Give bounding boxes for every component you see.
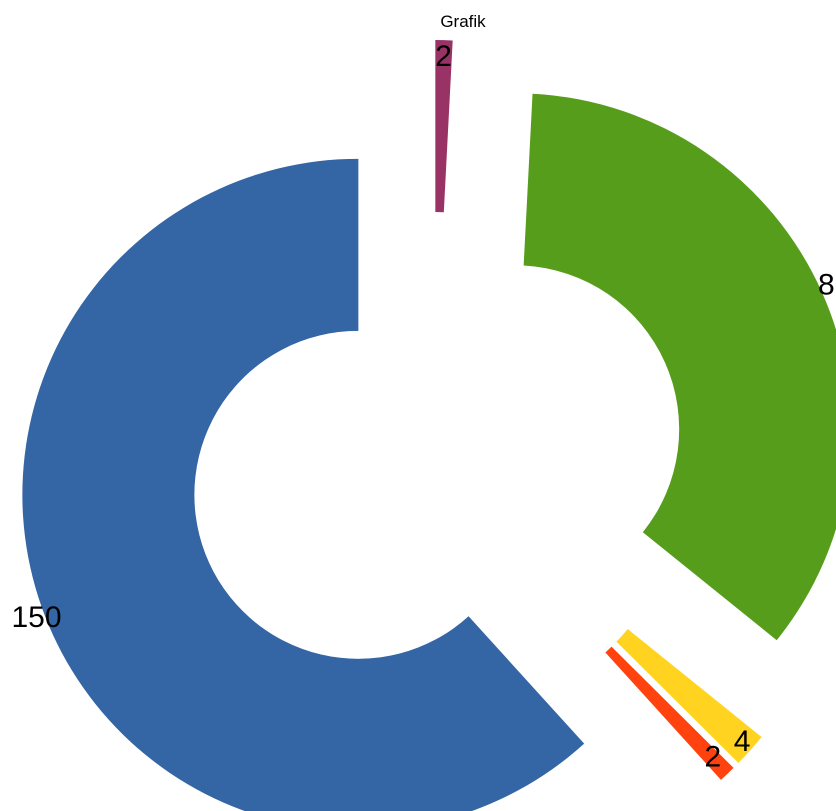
slice-0 [435, 40, 453, 213]
data-label-2: 4 [734, 725, 751, 758]
data-labels: 28542150 [11, 40, 836, 774]
slice-3 [605, 646, 734, 780]
chart-title: Grafik [440, 12, 486, 31]
data-label-4: 150 [11, 601, 61, 634]
slice-2 [616, 629, 762, 763]
slice-1 [523, 93, 836, 641]
data-label-1: 85 [818, 268, 836, 301]
slice-4 [22, 158, 585, 811]
data-label-0: 2 [435, 40, 452, 73]
data-label-3: 2 [704, 741, 721, 774]
donut-slices [22, 40, 836, 811]
